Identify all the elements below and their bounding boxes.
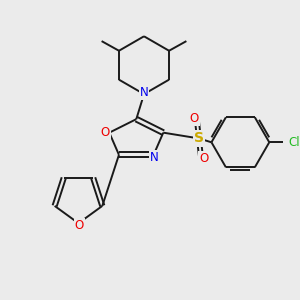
Text: O: O <box>75 219 84 232</box>
Text: S: S <box>194 131 204 146</box>
Text: O: O <box>199 152 208 165</box>
Text: O: O <box>101 126 110 139</box>
Text: O: O <box>190 112 199 125</box>
Text: Cl: Cl <box>289 136 300 149</box>
Text: N: N <box>140 86 148 99</box>
Text: N: N <box>150 151 159 164</box>
